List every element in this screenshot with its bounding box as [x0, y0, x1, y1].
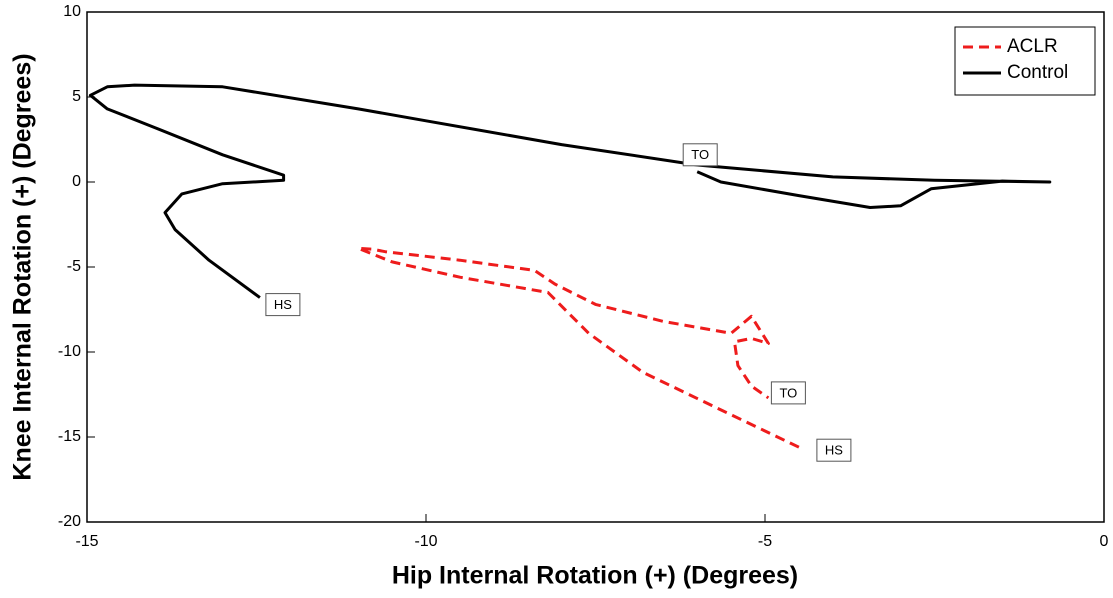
legend-label: ACLR — [1007, 36, 1058, 57]
y-tick-label: -15 — [58, 428, 81, 445]
x-tick-label: -5 — [758, 533, 772, 550]
event-label-box — [770, 381, 806, 405]
series-line — [88, 83, 1052, 299]
legend-box — [954, 26, 1096, 96]
event-label-box — [265, 293, 301, 317]
y-tick-label: 5 — [72, 88, 81, 105]
event-label: HS — [816, 438, 852, 462]
legend: ACLR Control — [954, 26, 1096, 96]
event-label-text: TO — [691, 147, 709, 162]
y-tick-label: -5 — [67, 258, 81, 275]
series-line — [356, 246, 800, 449]
event-label-text: HS — [274, 297, 292, 312]
event-label: HS — [265, 293, 301, 317]
y-tick-label: 0 — [72, 173, 81, 190]
x-tick-label: -15 — [75, 533, 98, 550]
legend-label: Control — [1007, 62, 1068, 83]
x-axis-label: Hip Internal Rotation (+) (Degrees) — [392, 562, 798, 590]
event-label-box — [816, 438, 852, 462]
event-label-text: HS — [825, 443, 843, 458]
x-tick-label: -10 — [414, 533, 437, 550]
y-axis-label: Knee Internal Rotation (+) (Degrees) — [9, 53, 37, 480]
y-tick-label: -10 — [58, 343, 81, 360]
event-label-box — [682, 143, 718, 167]
event-label-text: TO — [779, 385, 797, 400]
y-tick-label: -20 — [58, 513, 81, 530]
event-label: TO — [770, 381, 806, 405]
event-label: TO — [682, 143, 718, 167]
x-tick-label: 0 — [1100, 533, 1109, 550]
y-tick-label: 10 — [63, 3, 81, 20]
